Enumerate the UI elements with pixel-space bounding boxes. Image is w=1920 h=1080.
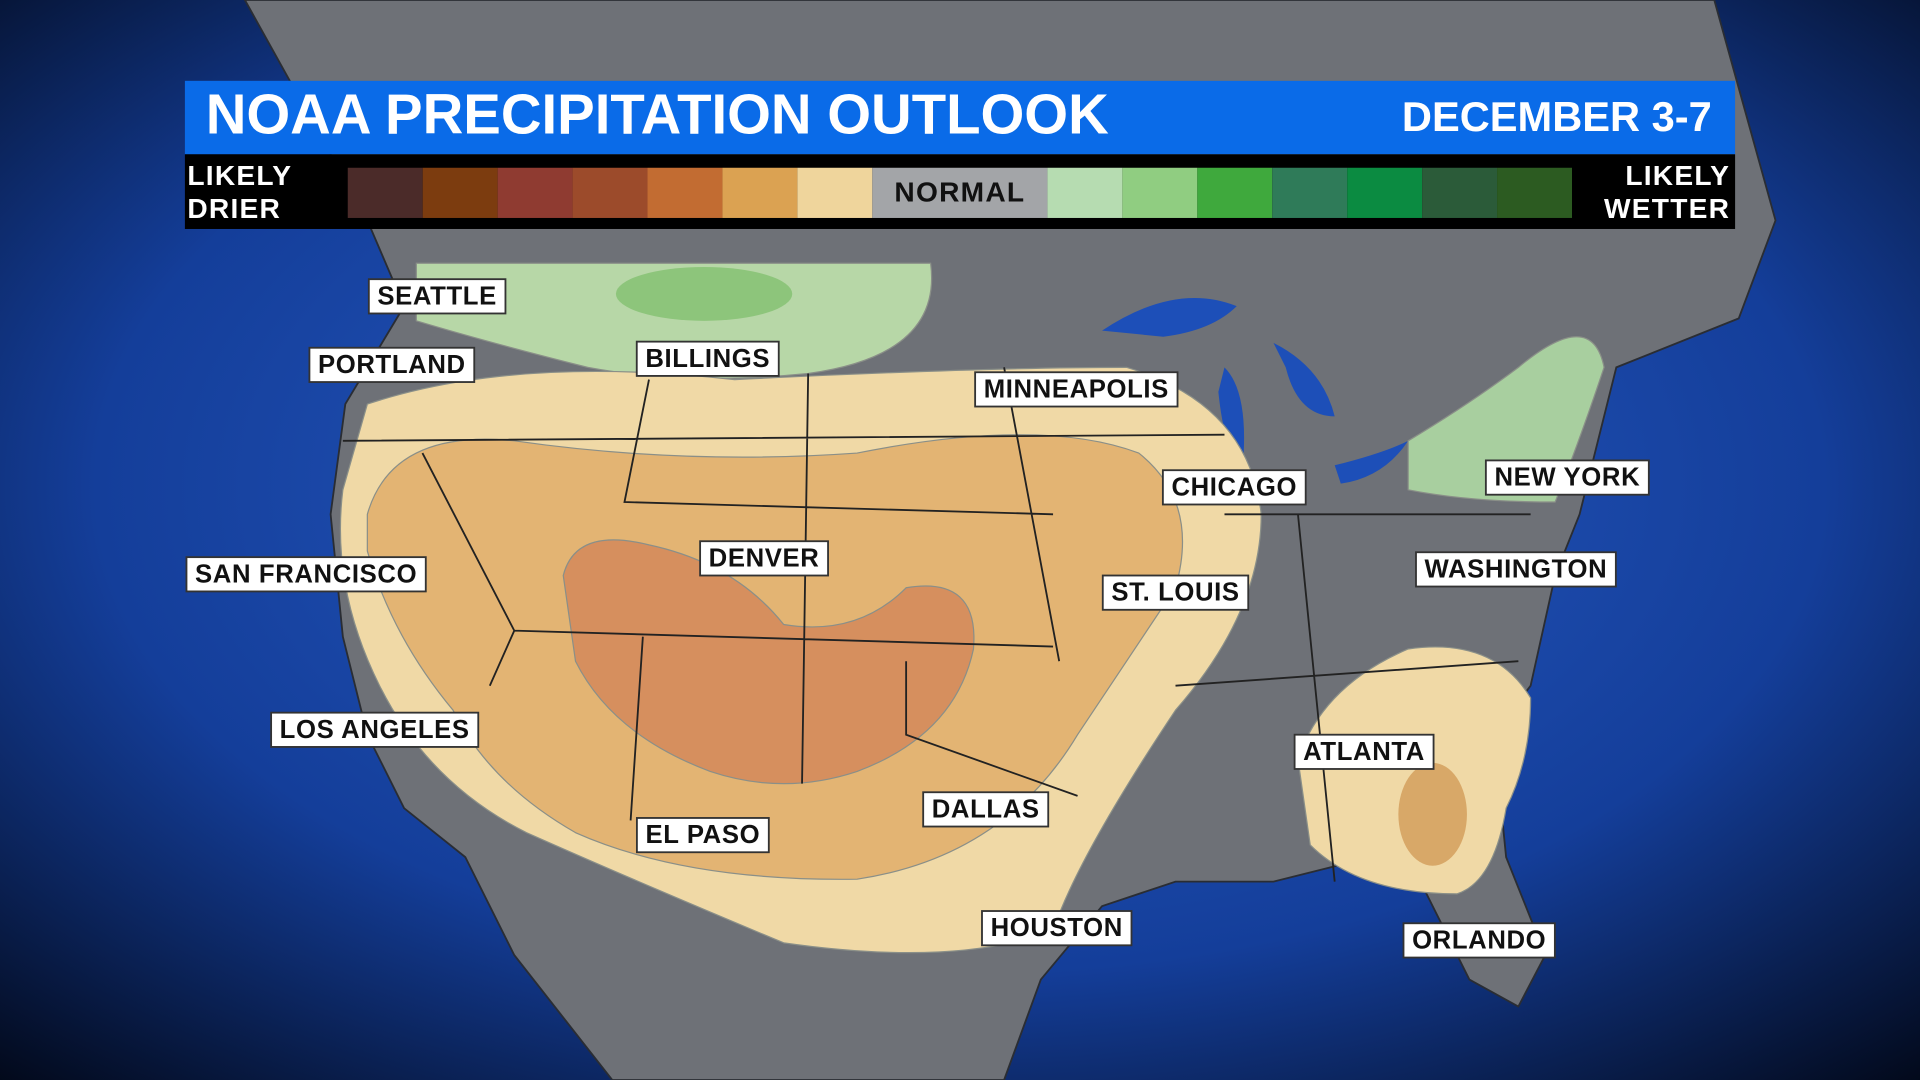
city-label: CHICAGO — [1161, 469, 1307, 506]
city-label: ATLANTA — [1293, 733, 1435, 770]
city-label-box — [635, 817, 770, 854]
legend-swatch-normal — [872, 167, 1048, 218]
city-label: DALLAS — [922, 791, 1050, 828]
city-name: PORTLAND — [318, 351, 466, 379]
city-label: MINNEAPOLIS — [974, 371, 1179, 408]
header-title: NOAA PRECIPITATION OUTLOOK — [206, 83, 1109, 146]
city-label-box — [699, 540, 829, 577]
legend-swatch-wetter — [1047, 167, 1123, 218]
legend-swatch-drier — [797, 167, 873, 218]
city-label: DENVER — [699, 540, 829, 577]
city-label: EL PASO — [635, 817, 770, 854]
city-label-box — [367, 278, 507, 315]
city-name: BILLINGS — [645, 345, 770, 373]
legend-swatch-wetter — [1197, 167, 1273, 218]
legend-swatch-wetter — [1422, 167, 1498, 218]
city-name: ORLANDO — [1412, 926, 1546, 954]
city-label-box — [1415, 551, 1617, 588]
city-label: PORTLAND — [308, 346, 476, 383]
legend-normal: NORMAL — [894, 177, 1025, 208]
legend-drier-label: DRIER — [187, 193, 281, 224]
legend-swatch-wetter — [1347, 167, 1423, 218]
city-name: SAN FRANCISCO — [195, 560, 417, 588]
city-label-box — [308, 346, 476, 383]
city-label: ORLANDO — [1402, 922, 1556, 959]
legend-swatch-wetter — [1497, 167, 1572, 218]
outlook-dry-southeast-core — [1398, 762, 1467, 866]
city-label-box — [974, 371, 1179, 408]
legend-swatch-drier — [722, 167, 798, 218]
legend-swatch-wetter — [1122, 167, 1198, 218]
legend-swatch-drier — [497, 167, 573, 218]
legend-swatch-drier — [572, 167, 648, 218]
city-label: ST. LOUIS — [1101, 574, 1250, 611]
city-name: LOS ANGELES — [280, 716, 470, 744]
city-label: SEATTLE — [367, 278, 507, 315]
legend-drier-label: LIKELY — [187, 160, 292, 191]
city-label-box — [1484, 459, 1650, 496]
state-lines — [342, 367, 1531, 882]
city-label: HOUSTON — [981, 910, 1133, 947]
city-name: NEW YORK — [1494, 464, 1640, 492]
legend-swatch-drier — [422, 167, 498, 218]
city-label-box — [270, 711, 480, 748]
city-label: NEW YORK — [1484, 459, 1650, 496]
city-label: SAN FRANCISCO — [185, 556, 427, 593]
city-name: DALLAS — [932, 795, 1040, 823]
legend-swatch-drier — [647, 167, 723, 218]
legend-wetter-label: WETTER — [1604, 193, 1730, 224]
header-bar — [184, 80, 1736, 155]
city-label: LOS ANGELES — [270, 711, 480, 748]
city-label: WASHINGTON — [1415, 551, 1617, 588]
city-label-box — [1293, 733, 1435, 770]
header-date: DECEMBER 3-7 — [1402, 93, 1712, 140]
city-name: HOUSTON — [991, 914, 1123, 942]
legend-swatch-wetter — [1272, 167, 1348, 218]
outlook-dry-core — [562, 539, 975, 785]
city-label-box — [1101, 574, 1250, 611]
great-lakes — [1102, 297, 1409, 484]
city-name: ST. LOUIS — [1111, 579, 1239, 607]
city-label: BILLINGS — [635, 340, 780, 377]
city-labels: SEATTLE PORTLAND BILLINGS MINNEAPOLIS CHICAG… — [185, 278, 1650, 959]
outlook-wet-core — [615, 266, 793, 321]
city-name: MINNEAPOLIS — [984, 375, 1169, 403]
city-name: ATLANTA — [1303, 738, 1425, 766]
city-name: CHICAGO — [1171, 473, 1297, 501]
outlook-dry-southeast — [1297, 646, 1532, 895]
city-label-box — [922, 791, 1050, 828]
legend-wetter-label: LIKELY — [1625, 160, 1730, 191]
city-name: DENVER — [709, 544, 820, 572]
city-label-box — [185, 556, 427, 593]
city-label-box — [635, 340, 780, 377]
city-label-box — [981, 910, 1133, 947]
city-label-box — [1161, 469, 1307, 506]
city-name: EL PASO — [645, 821, 760, 849]
city-label-box — [1402, 922, 1556, 959]
legend-swatch-drier — [347, 167, 423, 218]
city-name: SEATTLE — [377, 282, 496, 310]
city-name: WASHINGTON — [1425, 555, 1608, 583]
